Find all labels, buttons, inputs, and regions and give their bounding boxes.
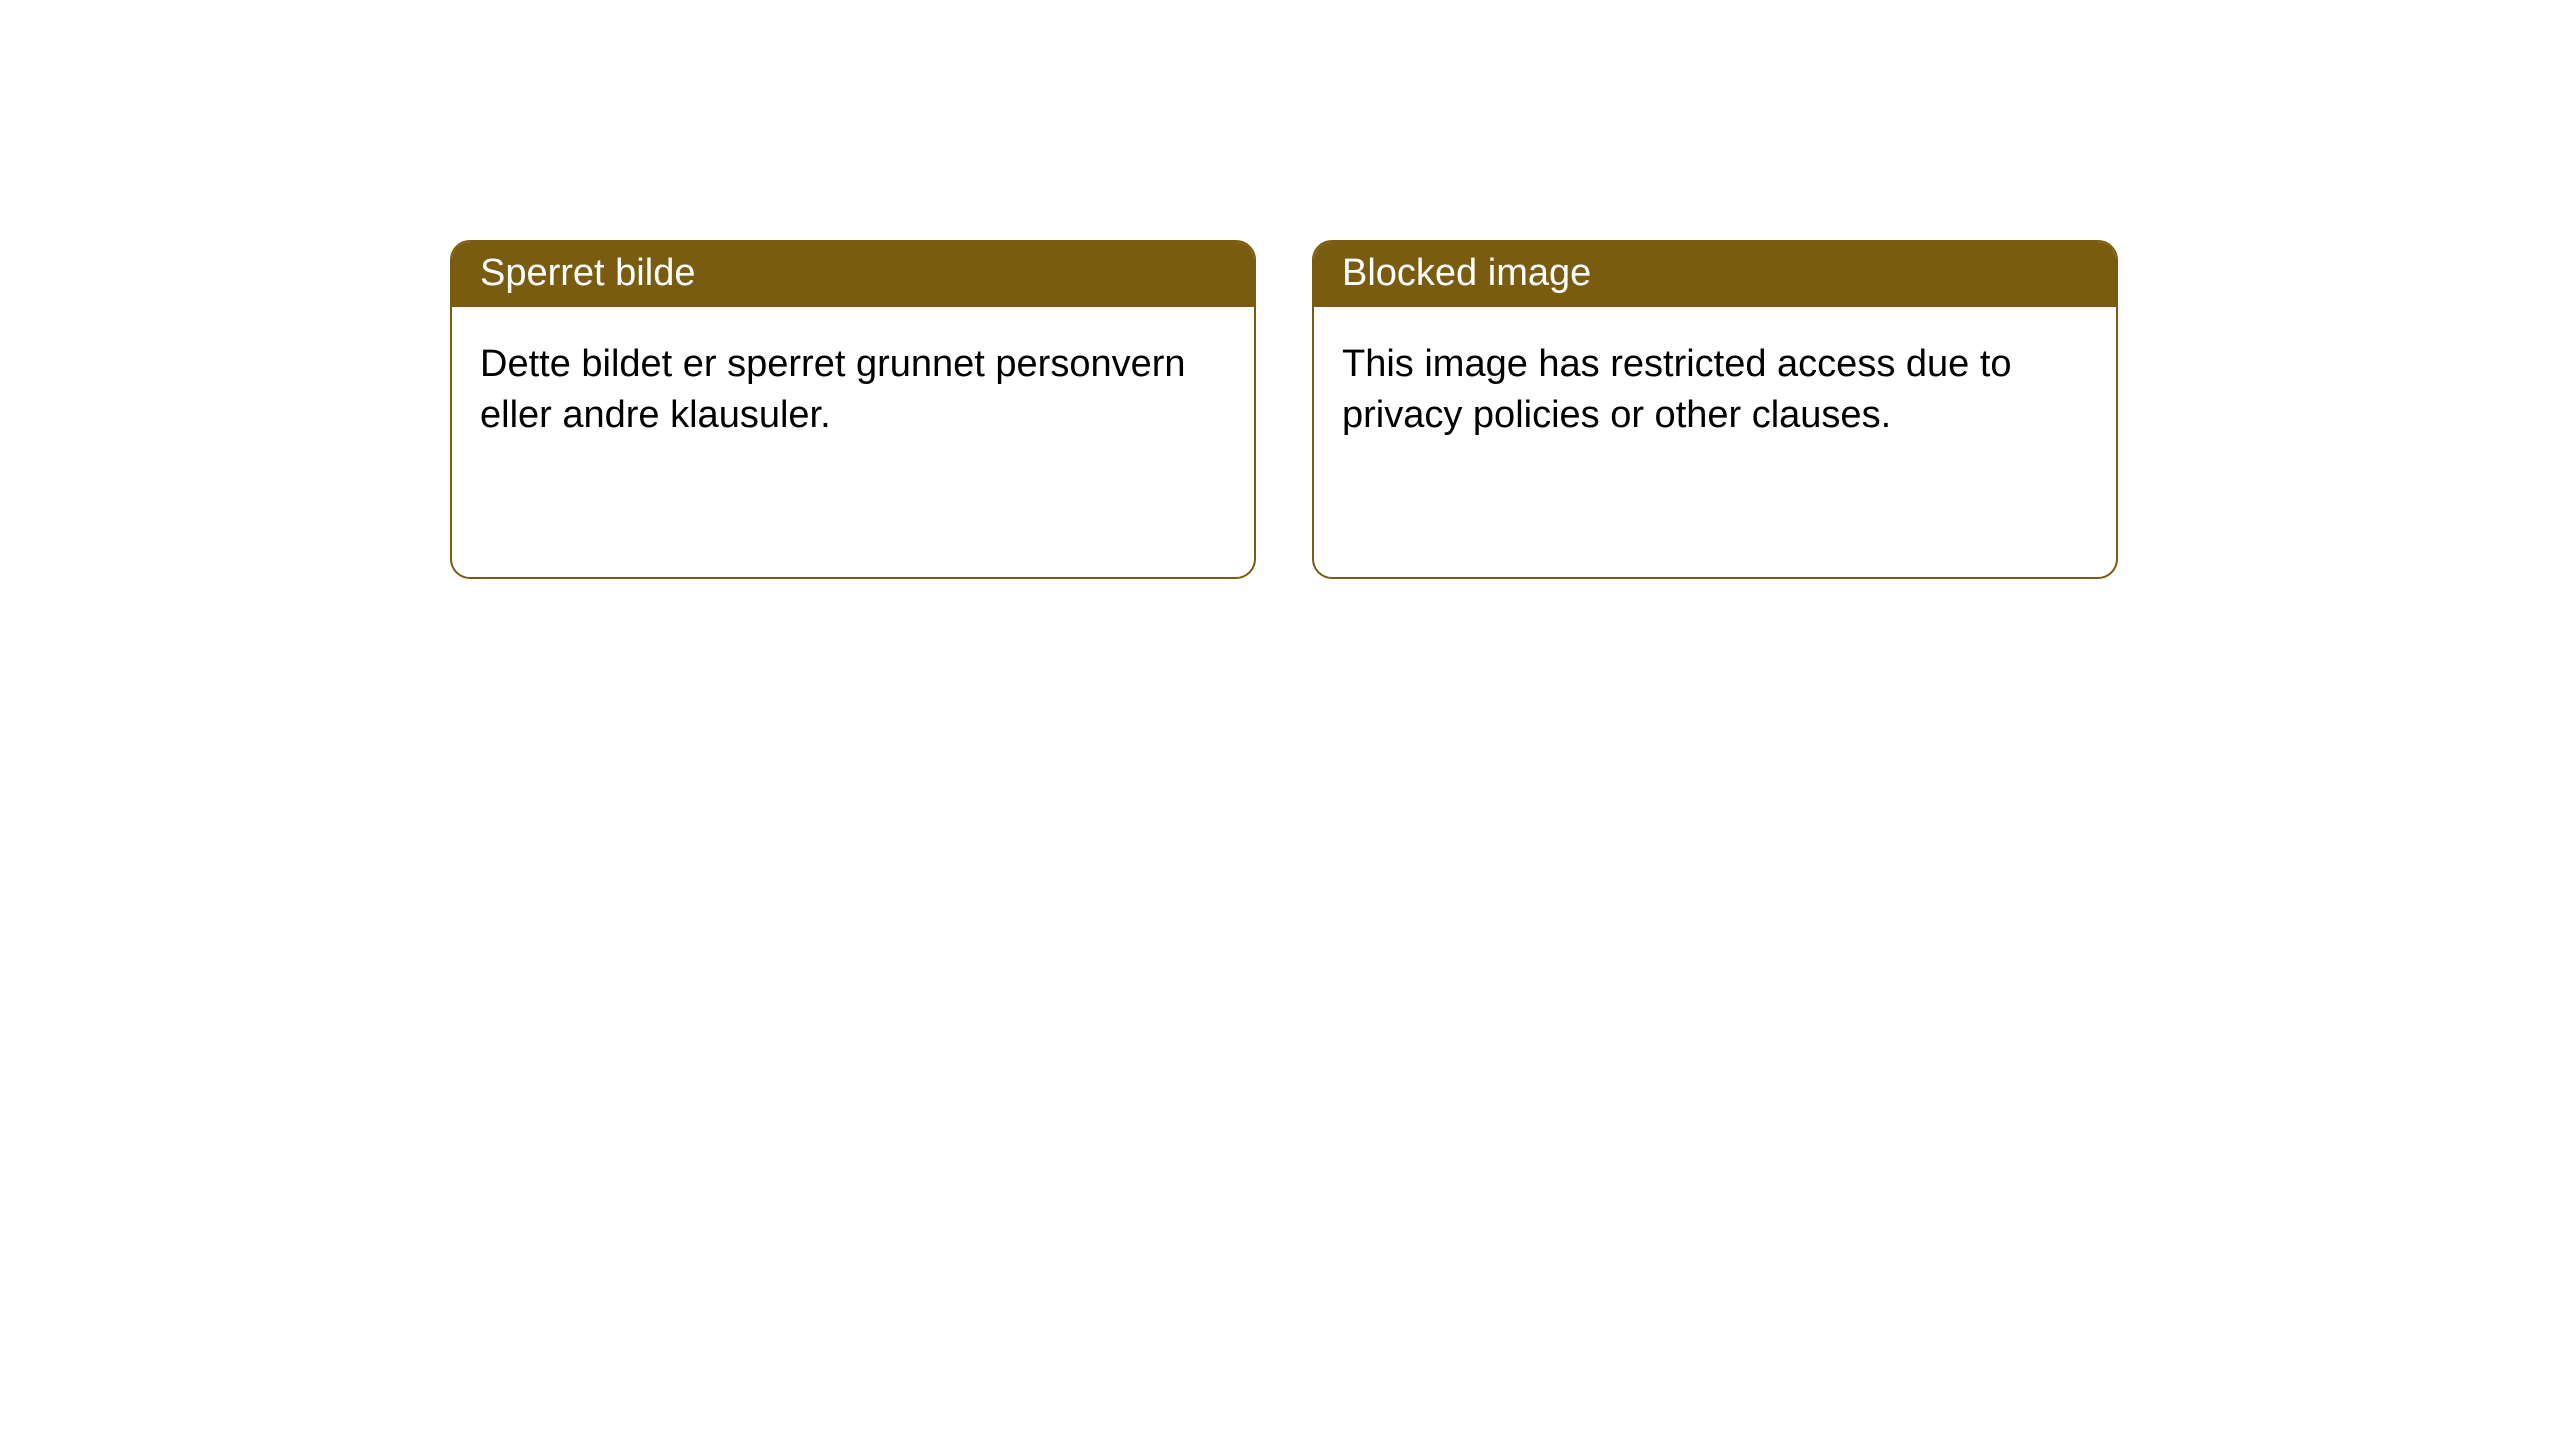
notice-box-norwegian: Sperret bilde Dette bildet er sperret gr… bbox=[450, 240, 1256, 579]
notices-container: Sperret bilde Dette bildet er sperret gr… bbox=[0, 0, 2560, 579]
notice-body: This image has restricted access due to … bbox=[1314, 307, 2116, 577]
notice-box-english: Blocked image This image has restricted … bbox=[1312, 240, 2118, 579]
notice-title: Sperret bilde bbox=[452, 242, 1254, 307]
notice-title: Blocked image bbox=[1314, 242, 2116, 307]
notice-body: Dette bildet er sperret grunnet personve… bbox=[452, 307, 1254, 577]
